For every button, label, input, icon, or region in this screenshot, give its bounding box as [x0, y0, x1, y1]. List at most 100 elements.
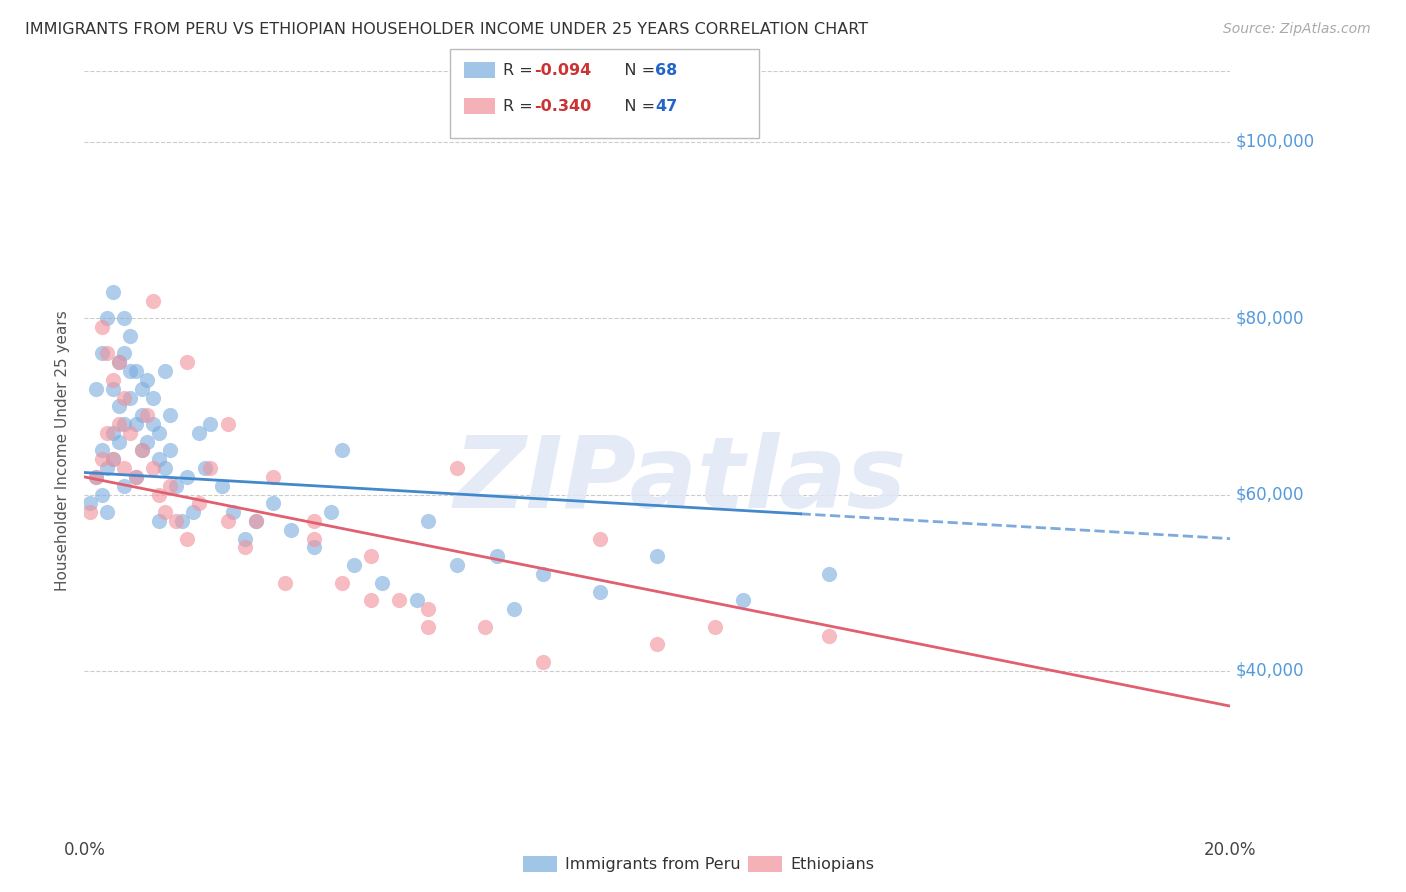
Point [589, 584, 612, 599]
Point [200, 417, 222, 431]
Point [120, 364, 142, 378]
Point [120, 391, 142, 405]
Point [262, 496, 284, 510]
Point [733, 593, 755, 607]
Point [217, 417, 239, 431]
Point [531, 655, 554, 669]
Point [589, 532, 612, 546]
Point [136, 408, 159, 422]
Point [136, 373, 159, 387]
Point [148, 425, 170, 440]
Point [159, 443, 181, 458]
Point [131, 443, 153, 458]
Point [96, 425, 118, 440]
Point [114, 346, 136, 360]
Point [101, 373, 124, 387]
Point [474, 620, 496, 634]
Text: IMMIGRANTS FROM PERU VS ETHIOPIAN HOUSEHOLDER INCOME UNDER 25 YEARS CORRELATION : IMMIGRANTS FROM PERU VS ETHIOPIAN HOUSEH… [25, 22, 869, 37]
Point [125, 364, 148, 378]
Point [446, 461, 468, 475]
Point [418, 620, 440, 634]
Point [101, 452, 124, 467]
Text: $80,000: $80,000 [1236, 310, 1305, 327]
Point [159, 479, 181, 493]
Text: Ethiopians: Ethiopians [790, 857, 875, 871]
Point [131, 443, 153, 458]
Point [131, 408, 153, 422]
Y-axis label: Householder Income Under 25 years: Householder Income Under 25 years [55, 310, 70, 591]
Point [176, 470, 198, 484]
Point [245, 514, 267, 528]
Text: 47: 47 [655, 99, 678, 113]
Point [107, 417, 129, 431]
Point [405, 593, 427, 607]
Point [90, 487, 112, 501]
Point [165, 514, 187, 528]
Point [79, 496, 101, 510]
Point [388, 593, 411, 607]
Text: R =: R = [503, 99, 538, 113]
Point [79, 505, 101, 519]
Point [200, 461, 222, 475]
Point [165, 479, 187, 493]
Point [647, 549, 669, 564]
Point [148, 514, 170, 528]
Point [107, 400, 129, 414]
Point [188, 425, 211, 440]
Point [217, 514, 239, 528]
Point [120, 425, 142, 440]
Point [302, 541, 325, 555]
Point [114, 311, 136, 326]
Point [159, 408, 181, 422]
Point [181, 505, 204, 519]
Point [131, 382, 153, 396]
Point [120, 329, 142, 343]
Point [114, 391, 136, 405]
Point [343, 558, 366, 572]
Point [125, 417, 148, 431]
Point [319, 505, 342, 519]
Text: Immigrants from Peru: Immigrants from Peru [565, 857, 741, 871]
Text: 68: 68 [655, 63, 678, 78]
Text: R =: R = [503, 63, 538, 78]
Point [142, 417, 165, 431]
Point [107, 434, 129, 449]
Point [330, 443, 353, 458]
Point [96, 346, 118, 360]
Point [125, 470, 148, 484]
Point [233, 541, 256, 555]
Point [418, 602, 440, 616]
Point [114, 461, 136, 475]
Point [274, 575, 297, 590]
Point [101, 425, 124, 440]
Point [330, 575, 353, 590]
Text: Source: ZipAtlas.com: Source: ZipAtlas.com [1223, 22, 1371, 37]
Point [96, 461, 118, 475]
Text: -0.340: -0.340 [534, 99, 592, 113]
Point [148, 487, 170, 501]
Point [176, 355, 198, 369]
Point [142, 391, 165, 405]
Point [142, 461, 165, 475]
Point [96, 311, 118, 326]
Text: $40,000: $40,000 [1236, 662, 1305, 680]
Point [371, 575, 394, 590]
Point [360, 549, 382, 564]
Point [114, 479, 136, 493]
Point [194, 461, 217, 475]
Point [90, 452, 112, 467]
Point [302, 532, 325, 546]
Text: -0.094: -0.094 [534, 63, 592, 78]
Point [302, 514, 325, 528]
Point [90, 320, 112, 334]
Point [90, 443, 112, 458]
Point [188, 496, 211, 510]
Point [148, 452, 170, 467]
Point [245, 514, 267, 528]
Point [153, 505, 176, 519]
Text: N =: N = [609, 63, 659, 78]
Point [170, 514, 193, 528]
Point [446, 558, 468, 572]
Point [84, 470, 107, 484]
Point [90, 346, 112, 360]
